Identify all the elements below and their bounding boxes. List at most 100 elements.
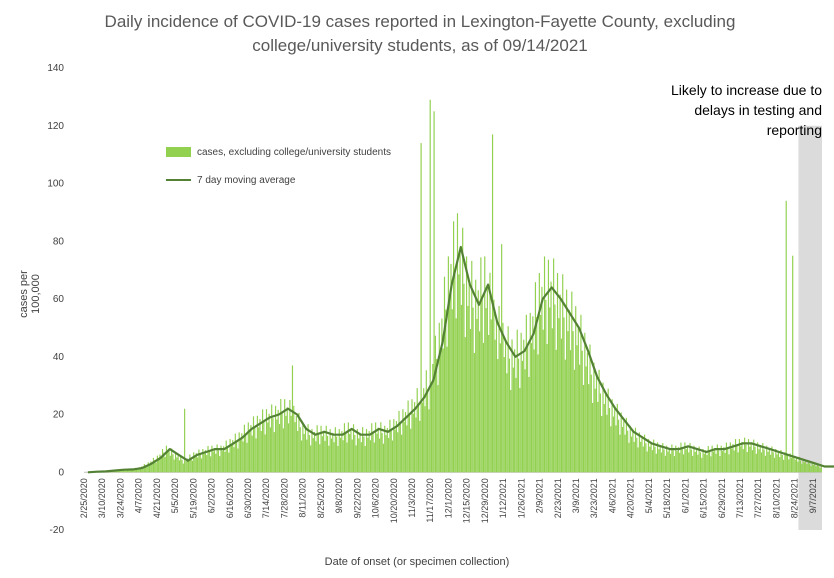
case-bar (546, 344, 548, 473)
case-bar (694, 451, 696, 473)
case-bar (264, 434, 266, 473)
case-bar (393, 419, 395, 473)
case-bar (336, 436, 338, 473)
case-bar (671, 444, 673, 473)
case-bar (471, 260, 473, 473)
case-bar (395, 421, 398, 473)
case-bar (208, 451, 210, 473)
case-bar (212, 451, 214, 473)
case-bar (158, 458, 160, 473)
case-bar (138, 467, 140, 473)
case-bar (440, 347, 442, 473)
x-tick-label: 11/3/2020 (407, 478, 417, 517)
case-bar (772, 452, 774, 473)
case-bar (325, 425, 327, 473)
case-bar (724, 452, 726, 473)
case-bar (601, 415, 603, 473)
case-bar (450, 263, 452, 473)
case-bar (567, 331, 569, 473)
case-bar (714, 447, 716, 473)
case-bar (258, 427, 260, 473)
case-bar (651, 450, 653, 473)
case-bar (736, 445, 738, 473)
case-bar (425, 370, 427, 473)
case-bar (462, 227, 464, 473)
annotation-line-3: reporting (766, 122, 822, 138)
case-bar (156, 455, 158, 473)
case-bar (234, 433, 236, 473)
case-bar (656, 442, 659, 473)
case-bar (547, 259, 550, 473)
case-bar (517, 358, 520, 473)
case-bar (672, 450, 674, 473)
case-bar (550, 281, 552, 473)
case-bar (797, 461, 799, 473)
case-bar (729, 442, 731, 473)
case-bar (793, 455, 795, 473)
case-bar (281, 413, 283, 473)
case-bar (291, 365, 294, 473)
case-bar (468, 281, 470, 473)
case-bar (764, 455, 767, 473)
x-tick-label: 10/6/2020 (371, 478, 381, 518)
case-bar (251, 435, 253, 473)
x-tick-label: 6/15/2021 (699, 478, 709, 518)
case-bar (589, 344, 591, 473)
x-tick-label: 6/1/2021 (680, 478, 690, 513)
case-bar (186, 458, 188, 473)
legend-swatch-bar (166, 147, 191, 157)
case-bar (595, 377, 598, 473)
case-bar (551, 328, 553, 473)
case-bar (640, 441, 642, 473)
case-bar (636, 437, 638, 473)
case-bar (362, 427, 364, 473)
case-bar (142, 467, 144, 473)
case-bar (480, 257, 482, 473)
case-bar (165, 445, 168, 473)
case-bar (537, 354, 539, 473)
x-tick-label: 7/28/2020 (279, 478, 289, 518)
case-bar (545, 299, 547, 473)
case-bar (690, 449, 692, 473)
case-bar (776, 454, 778, 473)
x-tick-label: 11/17/2020 (425, 478, 435, 522)
case-bar (666, 445, 668, 473)
case-bar (777, 451, 779, 473)
case-bar (173, 459, 175, 473)
x-tick-label: 9/8/2020 (334, 478, 344, 513)
case-bar (525, 314, 527, 473)
case-bar (356, 429, 359, 473)
case-bar (267, 422, 269, 473)
case-bar (308, 435, 310, 473)
case-bar (198, 449, 200, 473)
case-bar (669, 453, 672, 473)
case-bar (514, 349, 516, 473)
case-bar (454, 268, 456, 473)
case-bar (742, 449, 744, 473)
case-bar (249, 432, 251, 473)
case-bar (434, 335, 436, 473)
case-bar (330, 438, 333, 473)
case-bar (182, 463, 184, 473)
case-bar (618, 419, 620, 473)
x-tick-label: 5/18/2021 (662, 478, 672, 518)
case-bar (489, 272, 491, 473)
case-bar (584, 332, 586, 473)
case-bar (298, 412, 300, 473)
case-bar (255, 438, 257, 473)
annotation-line-2: delays in testing and (694, 102, 822, 118)
case-bar (256, 415, 258, 473)
case-bar (446, 346, 448, 473)
case-bar (606, 414, 608, 473)
y-tick-label: 40 (53, 352, 65, 363)
case-bar (398, 410, 400, 473)
case-bar (794, 459, 796, 473)
case-bar (685, 449, 687, 473)
case-bar (809, 463, 811, 473)
case-bar (536, 317, 538, 473)
case-bar (463, 283, 465, 473)
case-bar (593, 362, 595, 473)
case-bar (343, 423, 346, 473)
case-bar (504, 340, 507, 473)
